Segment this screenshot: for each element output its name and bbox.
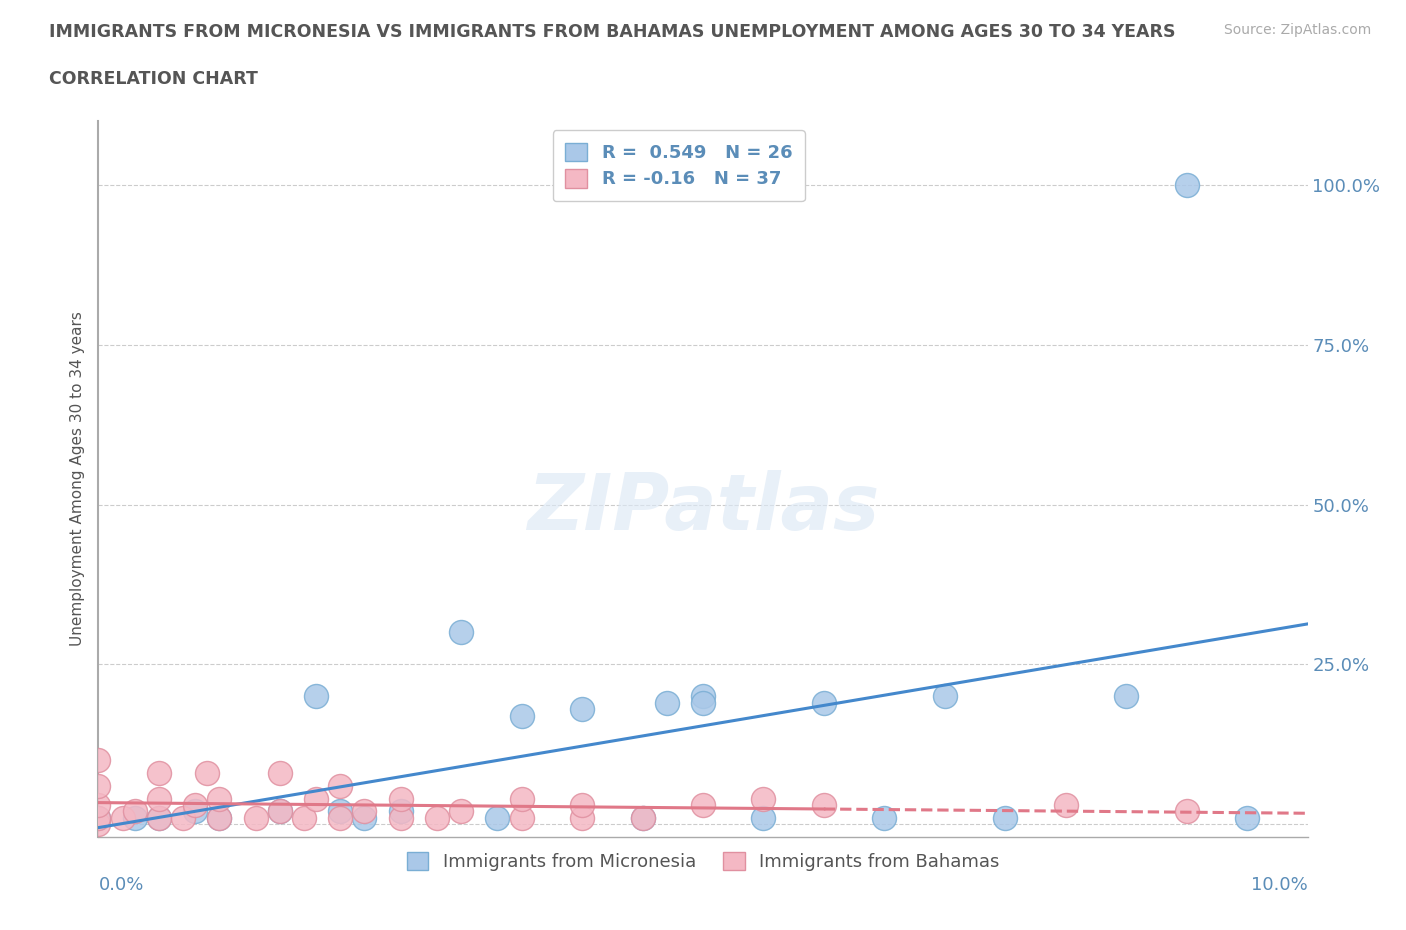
Point (208, 791, 231, 806)
Point (655, 696, 678, 711)
Point (87, 753, 110, 768)
Point (269, 804, 291, 819)
Point (813, 696, 835, 711)
Point (1175, 178, 1198, 193)
Point (305, 791, 328, 806)
Point (510, 708, 533, 723)
Point (752, 791, 775, 806)
Point (329, 810, 352, 825)
Point (124, 804, 146, 819)
Point (329, 778, 352, 793)
Point (148, 791, 170, 806)
Text: ZIPatlas: ZIPatlas (527, 470, 879, 546)
Point (353, 804, 375, 819)
Point (184, 804, 207, 819)
Point (148, 765, 170, 780)
Point (87, 817, 110, 831)
Point (208, 810, 231, 825)
Text: Source: ZipAtlas.com: Source: ZipAtlas.com (1223, 23, 1371, 37)
Y-axis label: Unemployment Among Ages 30 to 34 years: Unemployment Among Ages 30 to 34 years (70, 312, 86, 646)
Point (571, 702, 593, 717)
Point (208, 810, 231, 825)
Point (692, 696, 714, 711)
Point (87, 810, 110, 825)
Point (426, 810, 449, 825)
Point (87, 778, 110, 793)
Point (184, 798, 207, 813)
Point (87, 798, 110, 813)
Point (994, 810, 1017, 825)
Point (292, 810, 315, 825)
Point (195, 765, 218, 780)
Text: 0.0%: 0.0% (98, 876, 143, 895)
Point (450, 625, 472, 640)
Text: IMMIGRANTS FROM MICRONESIA VS IMMIGRANTS FROM BAHAMAS UNEMPLOYMENT AMONG AGES 30: IMMIGRANTS FROM MICRONESIA VS IMMIGRANTS… (49, 23, 1175, 41)
Point (389, 791, 412, 806)
Point (450, 804, 472, 819)
Point (510, 810, 533, 825)
Point (305, 689, 328, 704)
Legend: Immigrants from Micronesia, Immigrants from Bahamas: Immigrants from Micronesia, Immigrants f… (399, 844, 1007, 878)
Point (873, 810, 896, 825)
Point (631, 810, 654, 825)
Point (389, 810, 412, 825)
Point (353, 810, 375, 825)
Point (87, 810, 110, 825)
Point (269, 765, 291, 780)
Text: 10.0%: 10.0% (1251, 876, 1308, 895)
Point (571, 798, 593, 813)
Point (111, 810, 134, 825)
Point (1175, 804, 1198, 819)
Point (692, 689, 714, 704)
Point (934, 689, 956, 704)
Point (245, 810, 267, 825)
Point (124, 810, 146, 825)
Point (510, 791, 533, 806)
Point (1115, 689, 1137, 704)
Text: CORRELATION CHART: CORRELATION CHART (49, 70, 259, 87)
Point (148, 810, 170, 825)
Point (269, 804, 291, 819)
Point (571, 810, 593, 825)
Point (389, 804, 412, 819)
Point (692, 798, 714, 813)
Point (752, 810, 775, 825)
Point (1054, 798, 1077, 813)
Point (148, 810, 170, 825)
Point (1236, 810, 1258, 825)
Point (329, 804, 352, 819)
Point (813, 798, 835, 813)
Point (172, 810, 194, 825)
Point (486, 810, 509, 825)
Point (631, 810, 654, 825)
